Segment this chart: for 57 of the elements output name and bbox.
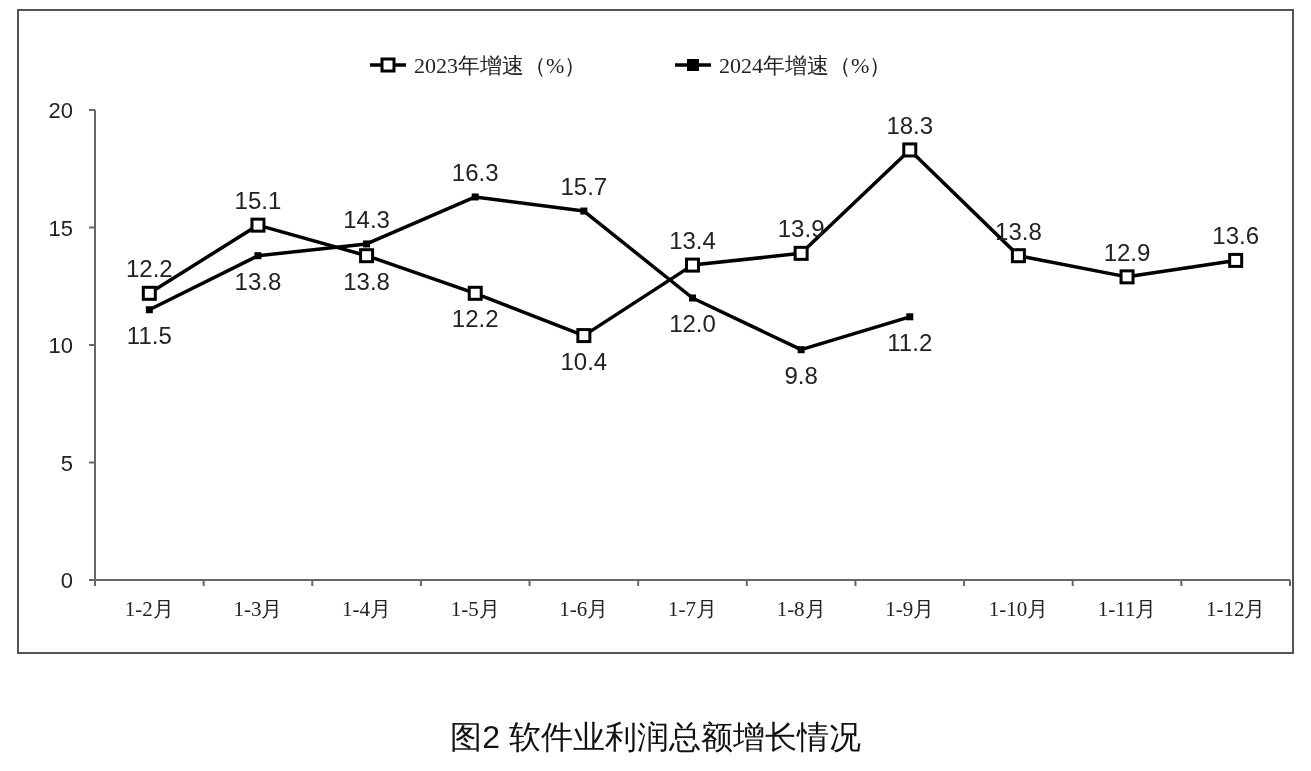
- data-label: 13.6: [1212, 222, 1260, 250]
- point: [797, 346, 805, 354]
- data-label: 12.2: [125, 255, 173, 283]
- point: [141, 285, 157, 301]
- point: [902, 142, 918, 158]
- point: [580, 207, 588, 215]
- y-tick-label: 10: [48, 333, 73, 358]
- x-tick-label: 1-6月: [559, 597, 609, 621]
- x-tick-label: 1-2月: [124, 597, 174, 621]
- point: [145, 306, 153, 314]
- data-label: 13.8: [995, 217, 1042, 245]
- legend-label: 2024年增速（%）: [719, 53, 892, 78]
- data-label: 12.2: [451, 305, 499, 333]
- data-label: 15.1: [234, 187, 282, 215]
- x-tick-label: 1-4月: [342, 597, 392, 621]
- point: [1119, 269, 1135, 285]
- y-tick-label: 15: [48, 215, 73, 241]
- point: [250, 217, 266, 233]
- point: [254, 252, 262, 260]
- data-label: 13.4: [669, 227, 716, 255]
- point: [363, 240, 371, 248]
- data-label: 11.5: [126, 321, 172, 349]
- x-tick-label: 1-5月: [450, 597, 500, 621]
- data-label: 11.2: [887, 328, 933, 356]
- data-label: 13.8: [234, 267, 282, 295]
- x-tick-label: 1-8月: [776, 597, 826, 621]
- x-tick-label: 1-9月: [885, 597, 935, 621]
- point: [689, 294, 696, 302]
- y-tick-label: 20: [48, 98, 73, 123]
- point: [685, 257, 700, 273]
- text: 图2 软件业利润总额增长情况: [450, 719, 861, 755]
- y-tick-label: 0: [60, 568, 73, 593]
- data-label: 14.3: [343, 205, 390, 233]
- point: [1228, 252, 1244, 268]
- point: [576, 328, 592, 344]
- point: [1010, 248, 1026, 264]
- point: [467, 285, 483, 301]
- data-label: 13.9: [777, 215, 825, 243]
- point: [906, 313, 914, 321]
- point: [793, 245, 809, 261]
- data-label: 16.3: [451, 158, 499, 186]
- legend-label: 2023年增速（%）: [414, 53, 587, 78]
- data-label: 13.8: [343, 267, 390, 295]
- x-tick-label: 1-7月: [668, 597, 717, 621]
- x-tick-label: 1-3月: [233, 597, 283, 621]
- x-tick-label: 1-10月: [988, 597, 1049, 621]
- y-tick-label: 5: [60, 450, 73, 476]
- x-tick-label: 1-11月: [1097, 597, 1157, 621]
- data-label: 10.4: [560, 347, 608, 375]
- x-tick-label: 1-12月: [1205, 597, 1266, 621]
- data-label: 12.0: [669, 310, 716, 337]
- data-label: 12.9: [1103, 238, 1151, 266]
- data-label: 9.8: [784, 361, 818, 389]
- data-label: 15.7: [560, 173, 608, 201]
- point: [471, 193, 479, 201]
- data-label: 18.3: [886, 111, 934, 139]
- point: [359, 248, 375, 264]
